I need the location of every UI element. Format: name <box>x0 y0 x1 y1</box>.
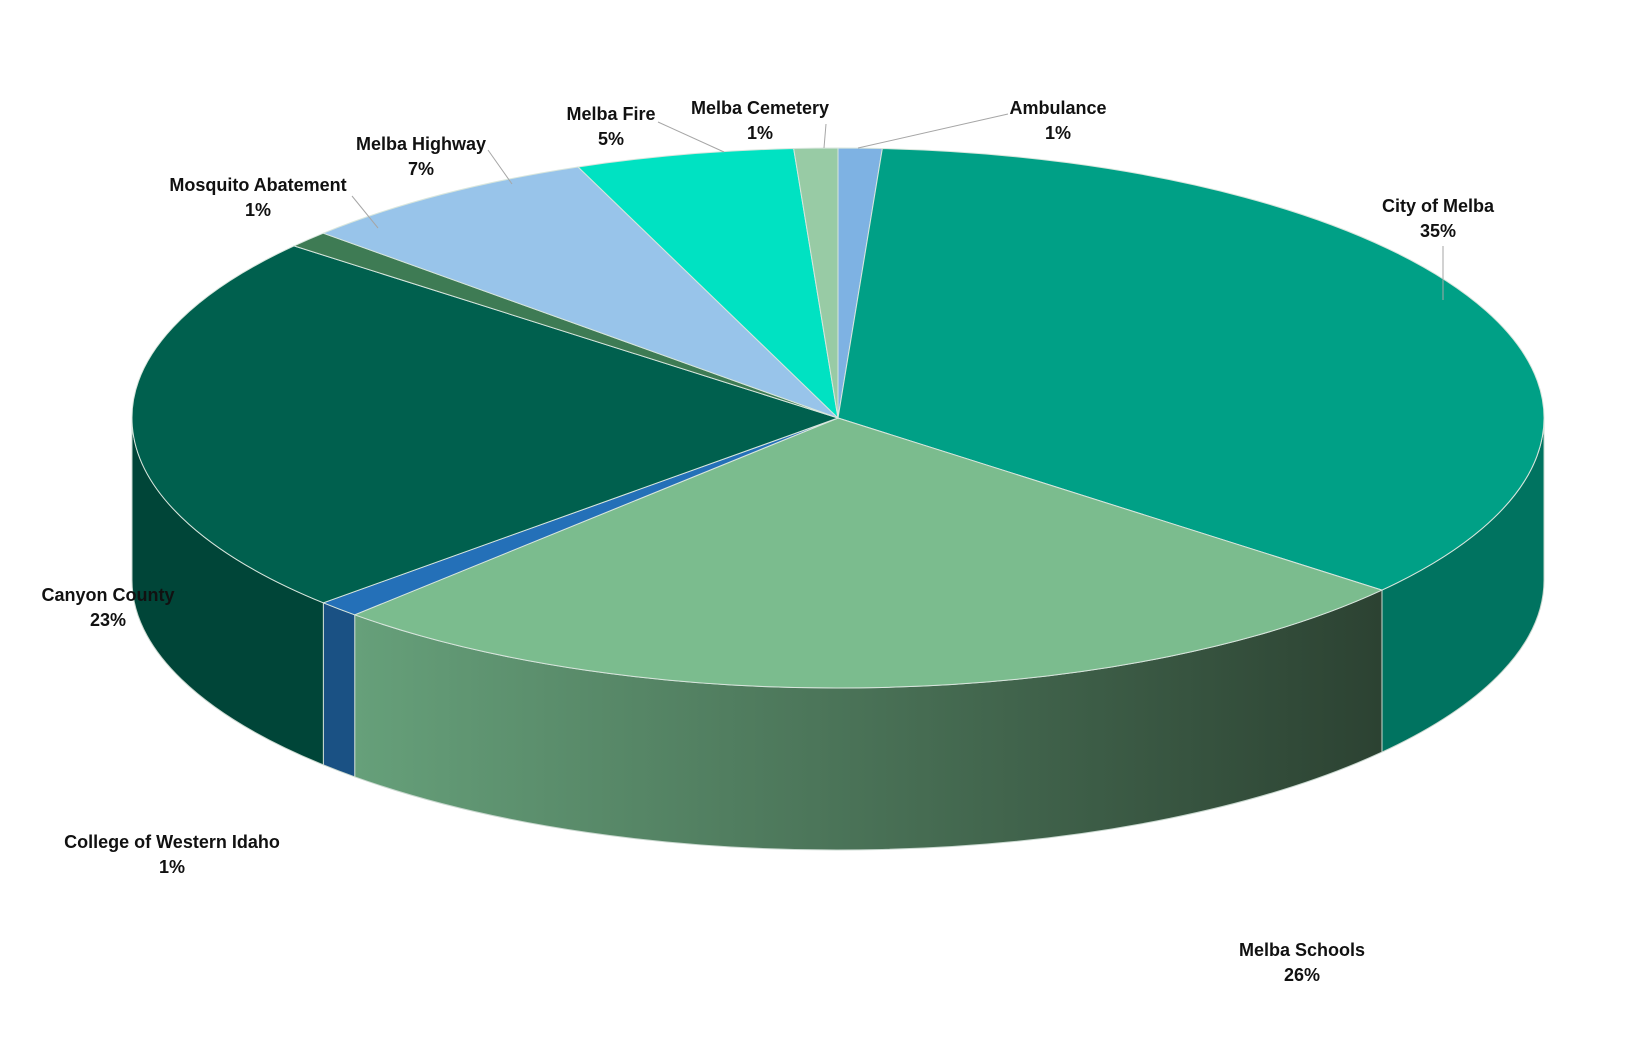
data-label-city-of-melba: City of Melba <box>1382 196 1495 216</box>
slice-melba-schools <box>353 417 1384 689</box>
data-value-melba-schools: 26% <box>1284 965 1320 985</box>
leader-line-mosquito-abatement <box>351 195 379 229</box>
slice-city-of-melba <box>837 148 1545 591</box>
data-label-melba-fire: Melba Fire <box>566 104 655 124</box>
data-value-mosquito-abatement: 1% <box>245 200 271 220</box>
data-value-melba-fire: 5% <box>598 129 624 149</box>
slice-canyon-county <box>131 245 840 604</box>
data-value-melba-cemetery: 1% <box>747 123 773 143</box>
data-label-ambulance: Ambulance <box>1009 98 1106 118</box>
slice-melba-fire <box>577 148 839 420</box>
leader-line-melba-fire <box>657 121 725 153</box>
slice-melba-cemetery <box>793 147 839 419</box>
pie-slices <box>131 147 1545 689</box>
data-value-melba-highway: 7% <box>408 159 434 179</box>
leader-line-melba-cemetery <box>823 123 827 149</box>
leader-line-melba-highway <box>487 149 513 185</box>
data-value-ambulance: 1% <box>1045 123 1071 143</box>
data-value-college-of-western-idaho: 1% <box>159 857 185 877</box>
pie-sides <box>131 417 1545 851</box>
data-label-college-of-western-idaho: College of Western Idaho <box>64 832 280 852</box>
slice-melba-highway <box>321 166 839 419</box>
slice-side-college-of-western-idaho <box>322 602 356 778</box>
label-leader-lines <box>351 113 1444 300</box>
data-label-melba-schools: Melba Schools <box>1239 940 1365 960</box>
data-value-canyon-county: 23% <box>90 610 126 630</box>
data-value-city-of-melba: 35% <box>1420 221 1456 241</box>
leader-line-ambulance <box>857 113 1009 149</box>
data-labels: Ambulance 1% City of Melba 35% Melba Schools… <box>42 98 1495 985</box>
data-label-melba-highway: Melba Highway <box>356 134 486 154</box>
data-label-melba-cemetery: Melba Cemetery <box>691 98 829 118</box>
data-label-canyon-county: Canyon County <box>42 585 175 605</box>
data-label-mosquito-abatement: Mosquito Abatement <box>169 175 346 195</box>
